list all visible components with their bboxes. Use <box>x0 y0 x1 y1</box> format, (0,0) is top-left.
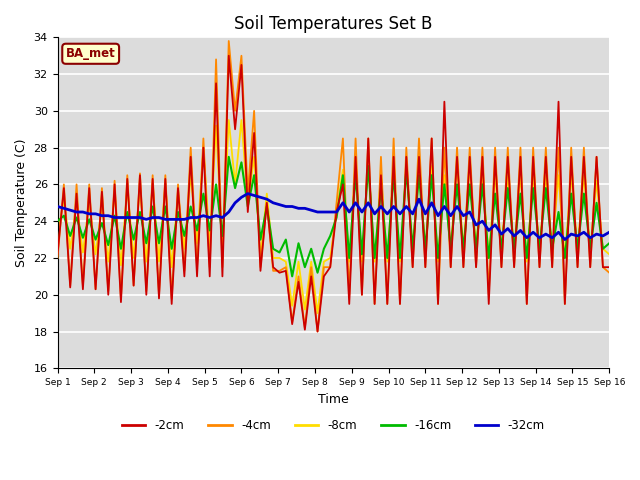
Text: BA_met: BA_met <box>66 47 116 60</box>
X-axis label: Time: Time <box>318 393 349 406</box>
Title: Soil Temperatures Set B: Soil Temperatures Set B <box>234 15 433 33</box>
Legend: -2cm, -4cm, -8cm, -16cm, -32cm: -2cm, -4cm, -8cm, -16cm, -32cm <box>117 414 550 436</box>
Y-axis label: Soil Temperature (C): Soil Temperature (C) <box>15 139 28 267</box>
